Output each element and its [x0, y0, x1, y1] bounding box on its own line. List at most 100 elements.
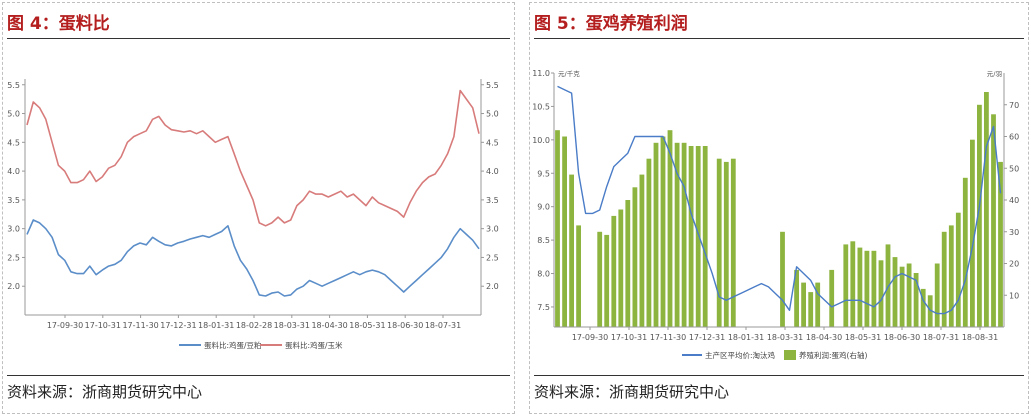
profit-bar: [688, 146, 694, 327]
x-tick-label: 17-10-31: [85, 321, 121, 330]
profit-bar: [899, 266, 905, 327]
x-tick-label: 18-05-31: [845, 333, 881, 342]
x-tick-label: 18-08-31: [962, 333, 998, 342]
profit-bar: [639, 174, 645, 327]
y-tick-label-left: 8.0: [537, 270, 550, 279]
x-tick-label: 17-11-30: [650, 333, 686, 342]
y-tick-label-left: 5.0: [7, 110, 20, 119]
y-tick-label-left: 2.0: [7, 282, 20, 291]
profit-bar: [801, 282, 806, 327]
right-footer-divider: [534, 375, 1024, 376]
profit-bar: [653, 142, 659, 327]
profit-bar: [962, 177, 968, 327]
right-title-divider: [534, 38, 1024, 39]
profit-bar: [948, 225, 954, 327]
left-chart-title: 图 4：蛋料比: [7, 14, 110, 34]
profit-bar: [815, 282, 821, 327]
x-tick-label: 17-09-30: [572, 333, 608, 342]
profit-bar: [829, 269, 835, 327]
left-title-divider: [7, 38, 510, 39]
profit-bar: [998, 161, 1003, 327]
y-tick-label-right: 2.0: [486, 282, 499, 291]
profit-bar: [695, 146, 701, 327]
profit-bar: [660, 136, 666, 327]
y-tick-label-right: 60: [1009, 133, 1019, 142]
x-tick-label: 17-12-31: [689, 333, 725, 342]
culled-hen-price-line: [557, 85, 1002, 315]
profit-bar: [991, 114, 996, 327]
x-tick-label: 18-01-31: [728, 333, 764, 342]
y-tick-label-right: 40: [1009, 196, 1019, 205]
x-tick-label: 17-12-31: [160, 321, 196, 330]
x-tick-label: 18-04-30: [806, 333, 842, 342]
y-tick-label-right: 10: [1009, 291, 1019, 300]
y-tick-label-left: 11.0: [532, 69, 550, 78]
x-tick-label: 18-03-31: [767, 333, 803, 342]
profit-bar: [977, 104, 982, 328]
profit-bar: [576, 225, 581, 327]
y-tick-label-left: 10.5: [532, 102, 550, 111]
y-tick-label-right: 5.5: [486, 81, 499, 90]
x-tick-label: 18-02-28: [236, 321, 272, 330]
profit-bar: [674, 142, 680, 327]
profit-bar: [934, 263, 940, 327]
profit-bar: [927, 295, 933, 328]
left-source-note: 资料来源：浙商期货研究中心: [7, 383, 203, 401]
profit-bar: [730, 158, 736, 327]
profit-bar: [843, 244, 849, 327]
y-tick-label-left: 10.0: [532, 136, 550, 145]
egg-feed-ratio-chart: 2.0 2.0 2.5 2.5 3.0 3.0 3.5 3.5 4.0 4.0 4.5 4.5 5.0 5…: [7, 79, 499, 350]
profit-bar: [878, 260, 884, 327]
profit-bar: [562, 136, 567, 327]
y-tick-label-left: 4.0: [7, 167, 20, 176]
legend-swatch-profit: [784, 350, 796, 360]
left-chart-panel: 图 4：蛋料比 2.0 2.0 2.5 2.5 3.0 3.0 3.5 3.5 4.0 4.0 4.…: [2, 2, 515, 414]
profit-bar: [632, 187, 638, 327]
profit-bar: [597, 231, 603, 328]
y-tick-label-left: 9.0: [537, 203, 550, 212]
x-tick-label: 17-11-30: [122, 321, 158, 330]
x-tick-label: 17-10-31: [611, 333, 647, 342]
profit-bar: [941, 231, 947, 328]
layer-profit-chart: 元/千克 元/羽 7.5 8.0 8.5 9.0 9.5 10.0 10.5 11.0 10 20 30…: [532, 69, 1019, 360]
profit-bar: [955, 212, 961, 327]
egg-corn-ratio-line: [26, 89, 480, 227]
profit-bar: [913, 273, 919, 327]
y-tick-label-left: 3.5: [7, 196, 20, 205]
profit-bar: [625, 200, 631, 327]
left-footer-divider: [7, 375, 510, 376]
legend-label-price: 主产区平均价:淘汰鸡: [705, 350, 775, 360]
profit-bar: [864, 250, 870, 327]
x-tick-label: 18-07-31: [425, 321, 461, 330]
profit-bar: [780, 231, 785, 328]
y-tick-label-right: 2.5: [486, 253, 499, 262]
profit-bar: [569, 174, 574, 327]
y-tick-label-right: 50: [1009, 164, 1019, 173]
x-tick-label: 18-03-31: [274, 321, 310, 330]
x-tick-label: 18-04-30: [311, 321, 347, 330]
x-tick-label: 18-01-31: [198, 321, 234, 330]
profit-bar: [646, 158, 652, 327]
x-tick-label: 18-06-30: [884, 333, 920, 342]
profit-bar: [611, 215, 617, 327]
y-right-unit: 元/羽: [987, 70, 1002, 78]
y-tick-label-left: 4.5: [7, 138, 20, 147]
profit-bar: [984, 92, 989, 327]
profit-bar: [906, 263, 912, 327]
x-tick-label: 18-05-31: [349, 321, 385, 330]
y-tick-label-left: 3.0: [7, 225, 20, 234]
right-source-note: 资料来源：浙商期货研究中心: [534, 383, 730, 401]
legend-label-corn: 蛋料比:鸡蛋/玉米: [285, 340, 343, 350]
y-tick-label-right: 3.0: [486, 225, 499, 234]
y-tick-label-right: 4.5: [486, 138, 499, 147]
profit-bar: [850, 241, 856, 327]
profit-bar: [794, 269, 799, 327]
y-tick-label-right: 3.5: [486, 196, 499, 205]
profit-bar: [716, 158, 722, 327]
profit-bar: [667, 130, 673, 327]
y-tick-label-right: 70: [1009, 101, 1019, 110]
profit-bar: [618, 209, 624, 327]
profit-bar: [555, 130, 560, 327]
legend-label-meal: 蛋料比:鸡蛋/豆粕: [204, 340, 262, 350]
y-tick-label-left: 2.5: [7, 253, 20, 262]
